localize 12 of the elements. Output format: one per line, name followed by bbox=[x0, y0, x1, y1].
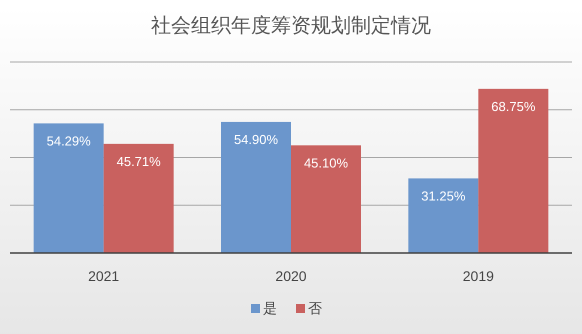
x-tick-label: 2019 bbox=[462, 268, 494, 284]
data-label: 45.10% bbox=[304, 155, 348, 170]
chart-title: 社会组织年度筹资规划制定情况 bbox=[151, 15, 431, 37]
data-label: 54.29% bbox=[46, 133, 92, 148]
legend-label: 是 bbox=[263, 300, 277, 316]
data-label: 31.25% bbox=[421, 188, 466, 204]
data-label: 45.71% bbox=[116, 154, 162, 169]
x-tick-label: 2020 bbox=[275, 268, 307, 284]
legend-label: 否 bbox=[308, 300, 322, 316]
x-tick-label: 2021 bbox=[88, 268, 120, 284]
data-label: 54.90% bbox=[234, 132, 278, 147]
data-label: 68.75% bbox=[491, 98, 536, 114]
